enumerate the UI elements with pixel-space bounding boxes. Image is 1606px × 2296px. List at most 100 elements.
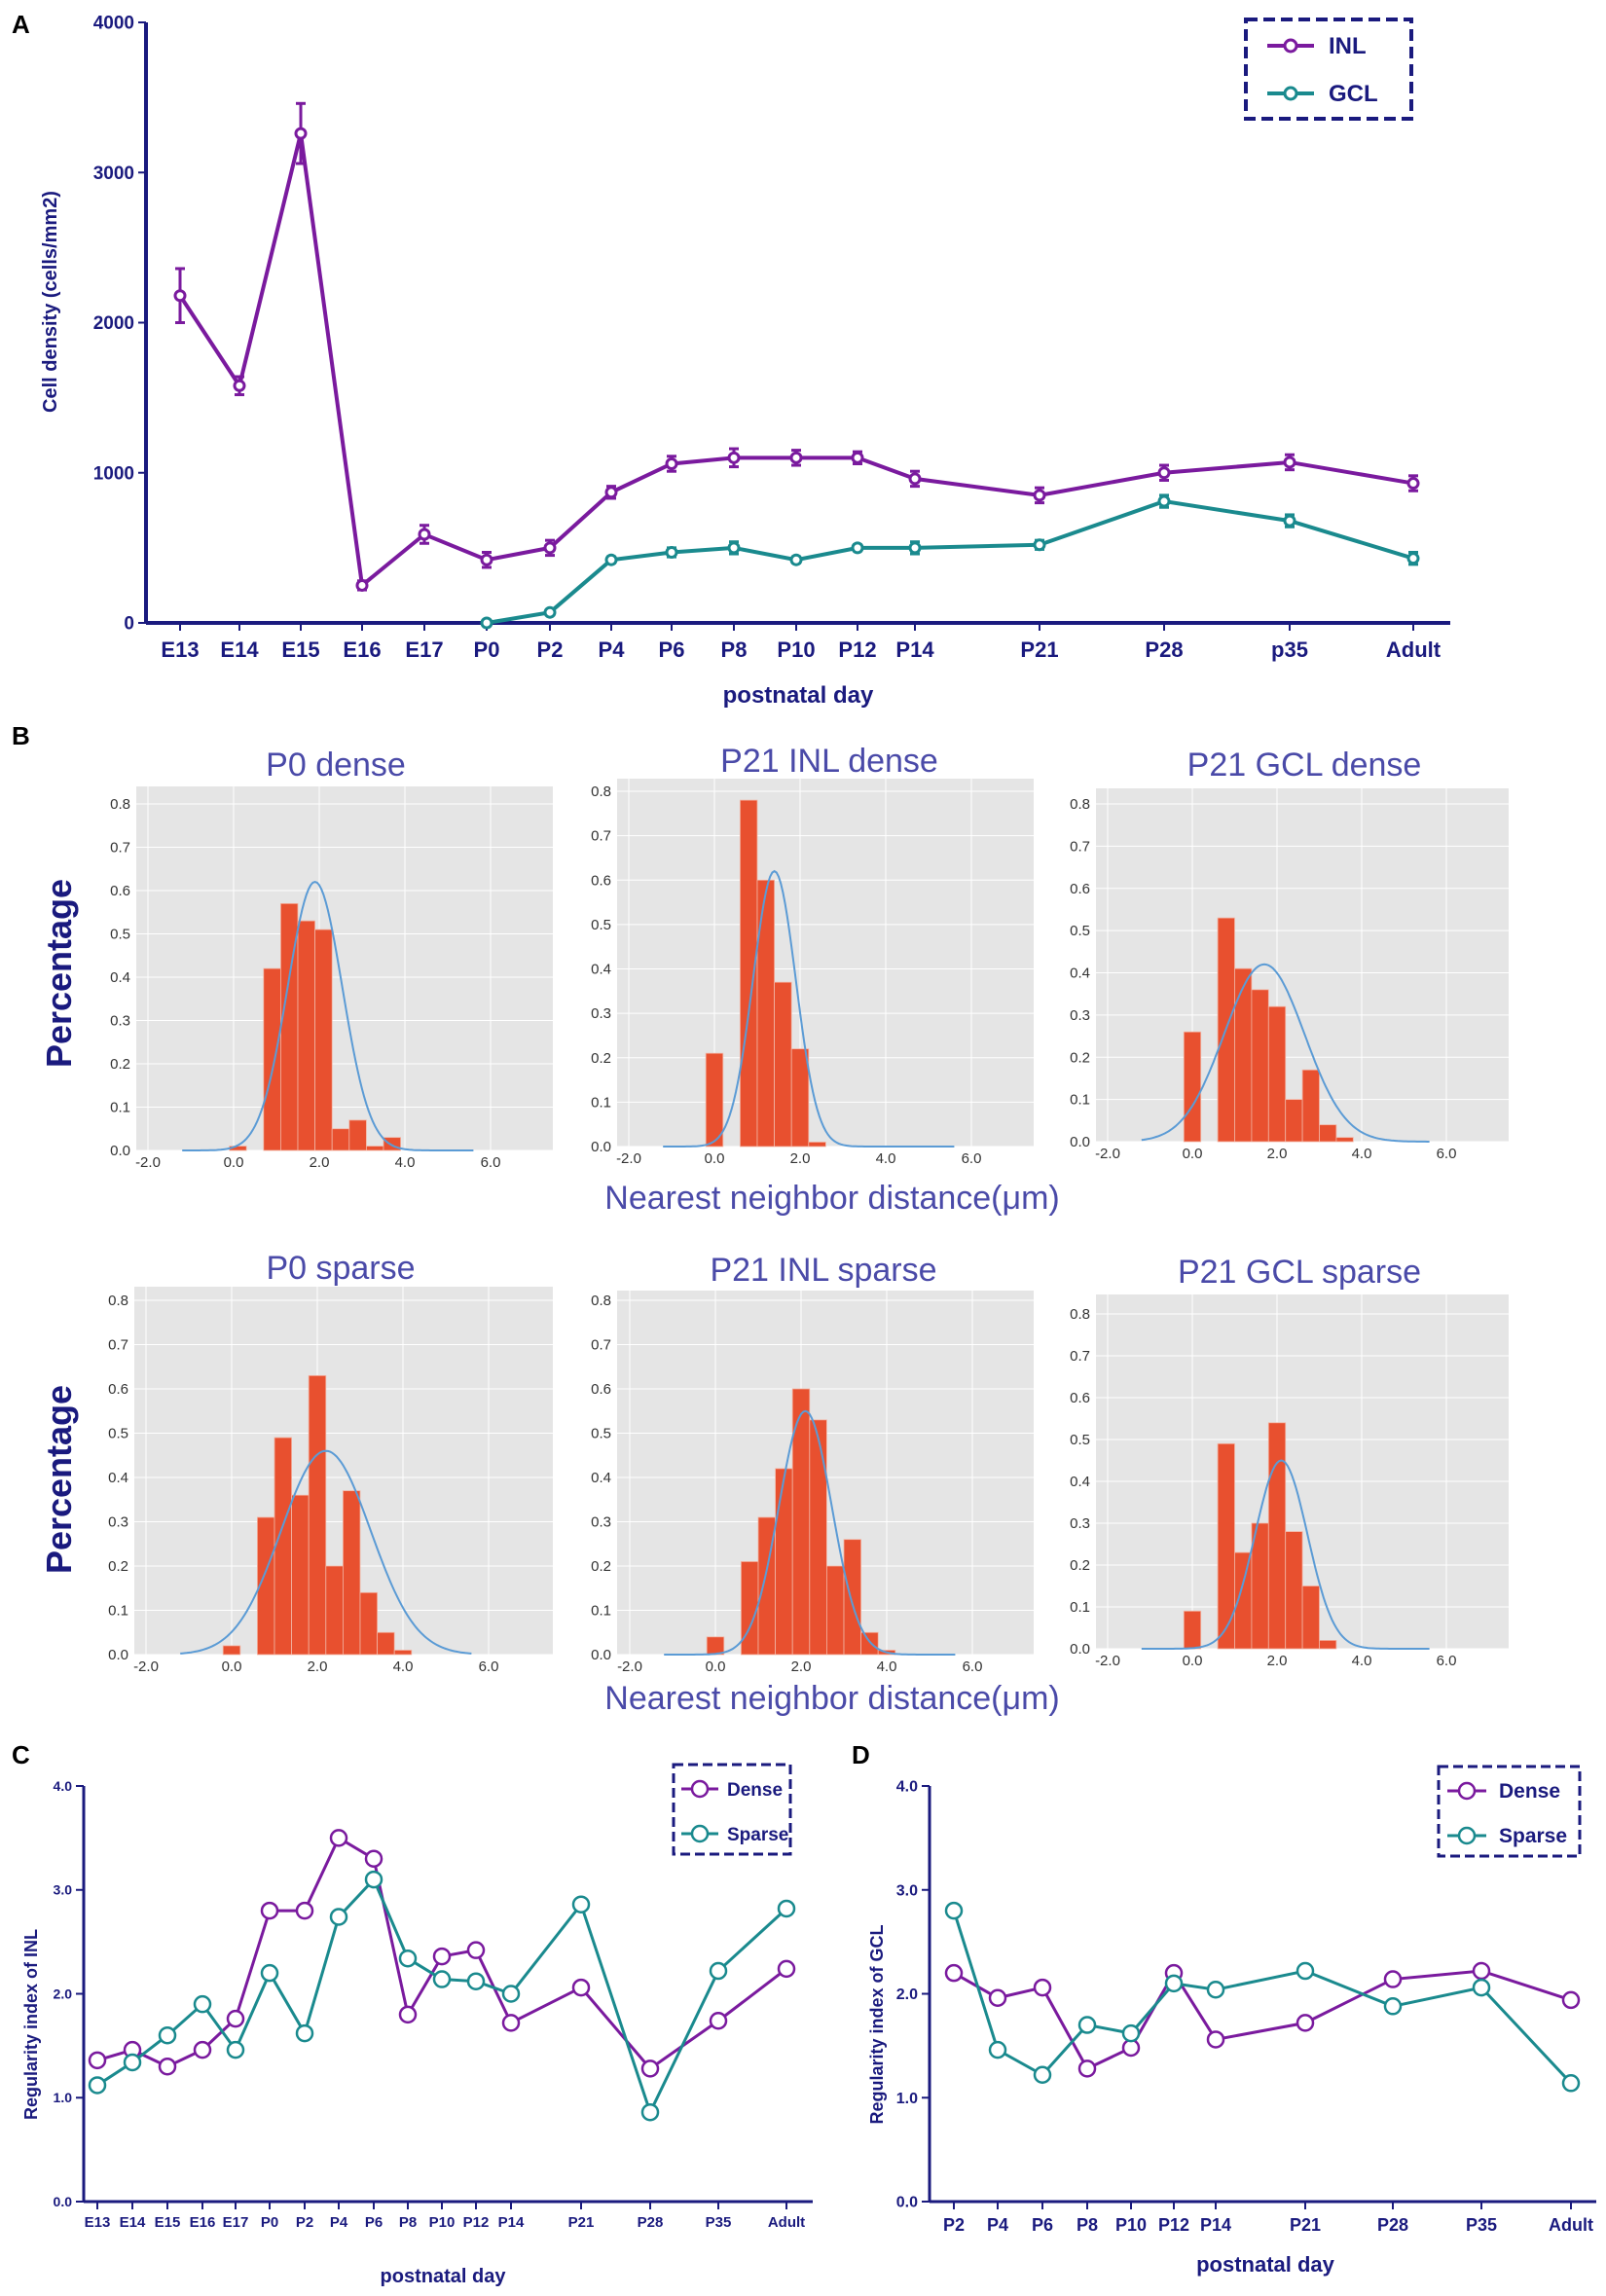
y-tick-label: 0.4: [591, 962, 611, 978]
data-point-inl: [418, 528, 431, 541]
histogram-bar: [274, 1437, 293, 1656]
data-point-dense: [398, 2005, 418, 2024]
legend-dense-label: Dense: [1499, 1780, 1560, 1803]
y-tick-label: 1.0: [896, 2091, 918, 2107]
hist-title-p21-inl-dense: P21 INL dense: [720, 743, 938, 780]
histogram-bar: [860, 1631, 879, 1656]
data-point-inl: [480, 553, 493, 566]
x-tick-label: 2.0: [310, 1154, 330, 1171]
panel-b-row2-xlabel: Nearest neighbor distance(μm): [604, 1680, 1059, 1717]
y-tick-label: 0.1: [591, 1094, 611, 1111]
histogram-bar: [826, 1565, 845, 1656]
y-tick-label: 2000: [93, 313, 134, 334]
data-point-inl: [727, 451, 741, 464]
legend-frame: [1437, 1765, 1582, 1858]
y-tick-label: 0.3: [591, 1514, 611, 1531]
x-tick-label: 0.0: [222, 1658, 242, 1675]
x-tick-label: P35: [1466, 2215, 1497, 2235]
y-tick-label: 0.4: [110, 969, 130, 986]
y-tick-label: 2.0: [896, 1986, 918, 2003]
histogram-bar: [1251, 989, 1269, 1143]
data-point-dense: [1121, 2038, 1141, 2058]
data-point-sparse: [777, 1899, 796, 1918]
x-tick-label: 2.0: [791, 1658, 812, 1675]
histogram-bar: [741, 1561, 759, 1656]
y-tick-label: 0.2: [110, 1056, 130, 1073]
histogram-bar: [1285, 1099, 1303, 1143]
x-tick-label: E14: [120, 2214, 146, 2231]
y-tick-label: 0.7: [1070, 1348, 1090, 1365]
panel-a-xlabel: postnatal day: [723, 682, 874, 709]
y-tick-label: 0.0: [1070, 1641, 1090, 1658]
hist-title-p21-gcl-dense: P21 GCL dense: [1187, 747, 1422, 784]
y-tick-label: 0.6: [591, 872, 611, 889]
x-tick-label: P6: [365, 2214, 383, 2231]
x-tick-label: 0.0: [224, 1154, 244, 1171]
y-tick-label: 0.8: [1070, 1306, 1090, 1323]
histogram-bar: [365, 1146, 384, 1151]
data-point-gcl: [543, 605, 557, 619]
data-point-dense: [88, 2051, 107, 2070]
x-tick-label: 6.0: [479, 1658, 499, 1675]
data-point-dense: [193, 2040, 212, 2059]
panel-label-b: B: [12, 721, 30, 750]
x-tick-label: -2.0: [617, 1658, 642, 1675]
x-tick-label: E13: [161, 638, 199, 662]
histogram-bar: [342, 1490, 361, 1656]
y-tick-label: 3000: [93, 164, 134, 184]
histogram-bar: [775, 1468, 793, 1656]
x-tick-label: 0.0: [1183, 1146, 1203, 1162]
y-tick-label: 0.2: [1070, 1557, 1090, 1574]
data-point-dense: [1077, 2059, 1097, 2078]
y-tick-label: 4.0: [54, 1778, 73, 1794]
data-point-dense: [226, 2009, 245, 2028]
x-tick-label: P35: [706, 2214, 732, 2231]
y-tick-label: 0.2: [108, 1558, 128, 1575]
data-point-inl: [789, 451, 803, 464]
data-point-inl: [908, 472, 922, 486]
data-point-gcl: [1033, 538, 1046, 552]
data-point-dense: [158, 2057, 177, 2076]
legend-sparse-marker: [690, 1824, 710, 1843]
y-tick-label: 0.4: [1070, 966, 1090, 982]
x-tick-label: 4.0: [1352, 1653, 1372, 1669]
y-tick-label: 0.7: [108, 1337, 128, 1354]
x-tick-label: E13: [85, 2214, 111, 2231]
panel-c-xlabel: postnatal day: [381, 2266, 507, 2287]
data-point-dense: [988, 1988, 1007, 2008]
data-point-sparse: [1206, 1980, 1225, 1999]
x-tick-label: P4: [987, 2215, 1008, 2235]
data-point-gcl: [851, 541, 864, 555]
y-tick-label: 0.6: [1070, 881, 1090, 897]
data-point-gcl: [727, 541, 741, 555]
hist-title-p0-dense: P0 dense: [266, 747, 406, 784]
y-tick-label: 0.8: [591, 784, 611, 800]
histogram-bar: [348, 1119, 367, 1151]
y-tick-label: 1000: [93, 463, 134, 484]
data-point-sparse: [1033, 2065, 1052, 2085]
histogram-bar: [377, 1631, 395, 1656]
hist-title-p21-gcl-sparse: P21 GCL sparse: [1178, 1254, 1421, 1291]
data-point-dense: [432, 1947, 452, 1966]
histogram-bar: [291, 1494, 310, 1656]
x-tick-label: 2.0: [790, 1150, 811, 1167]
y-tick-label: 0.1: [1070, 1599, 1090, 1616]
y-tick-label: 0.1: [591, 1603, 611, 1620]
histogram-bar: [1267, 1005, 1287, 1143]
x-tick-label: Adult: [1549, 2215, 1593, 2235]
x-tick-label: P2: [537, 638, 564, 662]
x-tick-label: 4.0: [395, 1154, 416, 1171]
data-point-dense: [571, 1978, 591, 1997]
y-tick-label: 3.0: [896, 1882, 918, 1899]
data-point-gcl: [604, 553, 618, 566]
histogram-bar: [314, 929, 333, 1151]
data-point-sparse: [295, 2023, 314, 2043]
data-point-dense: [944, 1963, 964, 1983]
histogram-bar: [808, 1142, 826, 1148]
data-point-sparse: [1472, 1978, 1491, 1997]
y-tick-label: 0.7: [110, 840, 130, 856]
x-tick-label: E14: [220, 638, 259, 662]
x-tick-label: E17: [223, 2214, 249, 2231]
histogram-bar: [222, 1645, 241, 1656]
